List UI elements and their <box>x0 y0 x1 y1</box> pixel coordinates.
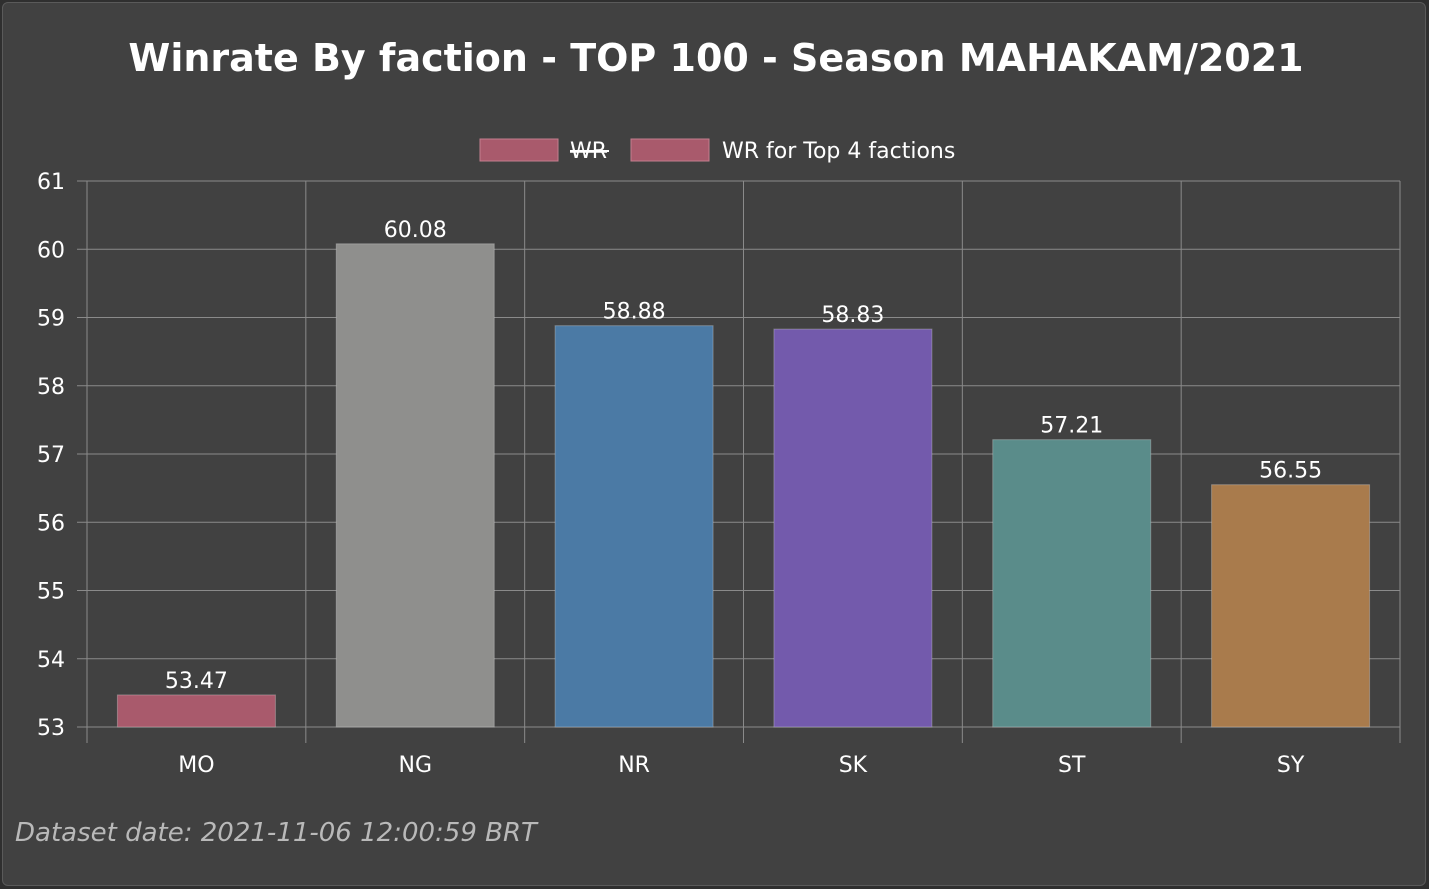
value-label-st: 57.21 <box>1040 414 1103 439</box>
value-label-sy: 56.55 <box>1259 459 1322 484</box>
dataset-date: Dataset date: 2021-11-06 12:00:59 BRT <box>15 818 537 848</box>
bar-chart: Winrate By faction - TOP 100 - Season MA… <box>37 36 1401 778</box>
bar-sy[interactable] <box>1211 484 1371 728</box>
bars-group <box>116 243 1371 728</box>
value-label-mo: 53.47 <box>165 669 228 694</box>
y-tick-label: 55 <box>37 580 65 605</box>
y-tick-label: 58 <box>37 375 65 400</box>
chart-legend: WR WR for Top 4 factions <box>479 138 955 164</box>
x-tick-label: SY <box>1277 753 1305 778</box>
y-tick-label: 60 <box>37 238 65 263</box>
value-label-nr: 58.88 <box>603 300 666 325</box>
x-axis: MO NG NR SK ST SY <box>178 753 1305 778</box>
legend-label-top4[interactable]: WR for Top 4 factions <box>722 139 955 164</box>
chart-title: Winrate By faction - TOP 100 - Season MA… <box>128 36 1303 80</box>
y-tick-label: 53 <box>37 716 65 741</box>
y-tick-label: 54 <box>37 648 65 673</box>
x-tick-label: NR <box>618 753 650 778</box>
y-axis: 53 54 55 56 57 58 59 60 61 <box>37 170 65 741</box>
bar-ng[interactable] <box>335 243 495 728</box>
x-tick-label: ST <box>1058 753 1086 778</box>
value-labels-group: 53.47 60.08 58.88 58.83 57.21 56.55 <box>165 218 1322 694</box>
legend-swatch-top4[interactable] <box>630 138 710 162</box>
bar-st[interactable] <box>992 439 1152 728</box>
y-tick-label: 57 <box>37 443 65 468</box>
y-tick-label: 61 <box>37 170 65 195</box>
value-label-sk: 58.83 <box>821 303 884 328</box>
bar-mo[interactable] <box>116 694 276 728</box>
value-label-ng: 60.08 <box>384 218 447 243</box>
x-tick-label: MO <box>178 753 214 778</box>
chart-grid <box>77 180 1401 743</box>
legend-swatch-wr[interactable] <box>479 138 559 162</box>
y-tick-label: 59 <box>37 307 65 332</box>
y-tick-label: 56 <box>37 511 65 536</box>
bar-sk[interactable] <box>773 328 933 728</box>
x-tick-label: NG <box>398 753 432 778</box>
x-tick-label: SK <box>839 753 868 778</box>
bar-nr[interactable] <box>554 325 714 728</box>
